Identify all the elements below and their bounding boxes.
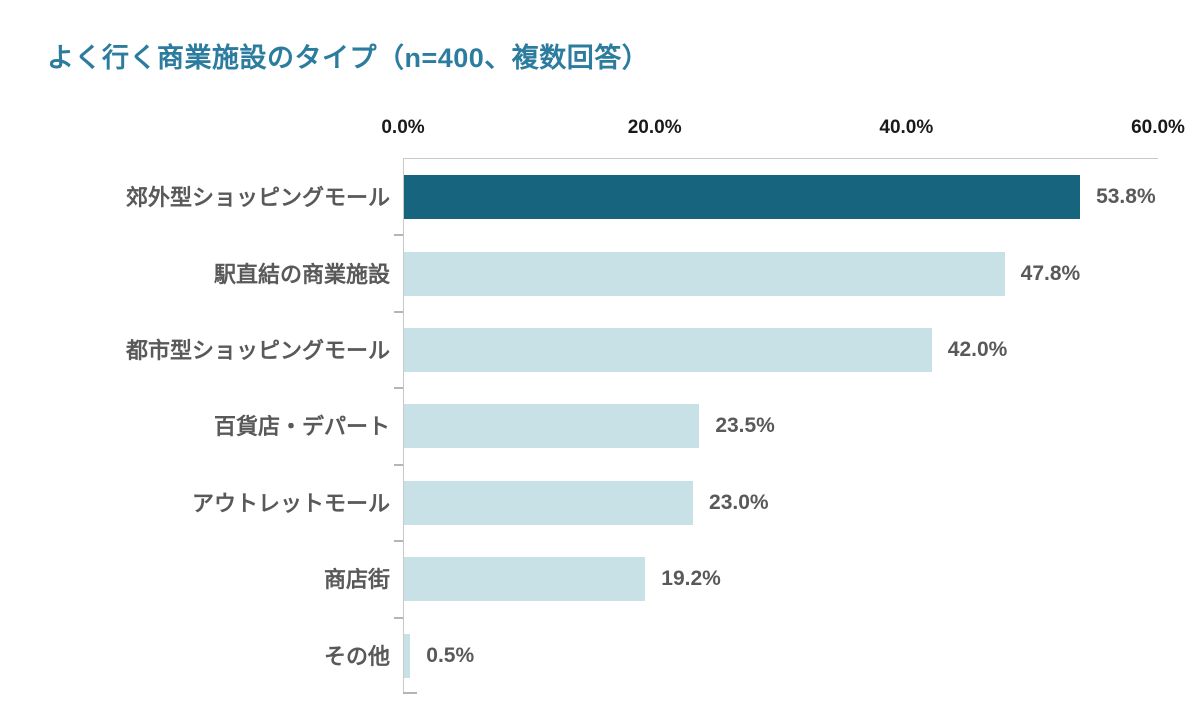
bar-row: 23.5% [404,388,1158,464]
bar-value-label: 47.8% [1020,261,1081,285]
bar-row: 47.8% [404,235,1158,311]
bar-row: 53.8% [404,159,1158,235]
bar-row: 19.2% [404,541,1158,617]
category-label: 都市型ショッピングモール [125,338,390,364]
x-tick-label: 20.0% [627,117,682,138]
category-row: 郊外型ショッピングモール [0,158,390,234]
bar [404,175,1081,220]
x-tick-label: 0.0% [381,117,425,138]
category-label: 駅直結の商業施設 [213,261,390,287]
bar [404,404,700,449]
bar [404,633,411,678]
y-axis-tick [394,463,403,466]
category-row: 百貨店・デパート [0,387,390,463]
category-row: 商店街 [0,540,390,616]
bar-value-label: 19.2% [661,567,721,591]
y-axis-tick [394,387,403,390]
y-axis-tick [394,234,403,237]
x-tick-label: 60.0% [1131,117,1185,138]
category-row: 都市型ショッピングモール [0,311,390,387]
bar-value-label: 42.0% [947,338,1008,362]
category-label: 商店街 [323,567,390,593]
y-axis-tick [394,310,403,313]
bar-value-label: 0.5% [426,643,475,667]
category-row: アウトレットモール [0,464,390,540]
axis-bottom-tick [403,692,417,694]
bar [404,251,1005,296]
bar [404,328,932,373]
x-axis-labels: 0.0% 20.0% 40.0% 60.0% [0,117,1200,143]
bar [404,557,646,602]
category-label: アウトレットモール [191,490,390,516]
category-row: その他 [0,617,390,693]
y-axis-tick [394,540,403,543]
bar-row: 0.5% [404,618,1158,694]
chart-title: よく行く商業施設のタイプ（n=400、複数回答） [47,43,650,73]
category-label: 百貨店・デパート [213,414,390,440]
category-labels: 郊外型ショッピングモール 駅直結の商業施設 都市型ショッピングモール 百貨店・デ… [0,158,390,693]
bar-value-label: 53.8% [1096,185,1156,209]
bar [404,480,694,525]
category-row: 駅直結の商業施設 [0,234,390,310]
plot-area: 53.8% 47.8% 42.0% 23.5% 23.0% 19.2% 0.5% [403,158,1158,693]
y-axis-tick [394,616,403,619]
bar-value-label: 23.0% [709,490,769,514]
category-label: その他 [323,643,390,669]
category-label: 郊外型ショッピングモール [125,185,390,211]
bar-row: 42.0% [404,312,1158,388]
x-tick-label: 40.0% [879,117,934,138]
bar-row: 23.0% [404,465,1158,541]
bar-value-label: 23.5% [715,414,775,438]
